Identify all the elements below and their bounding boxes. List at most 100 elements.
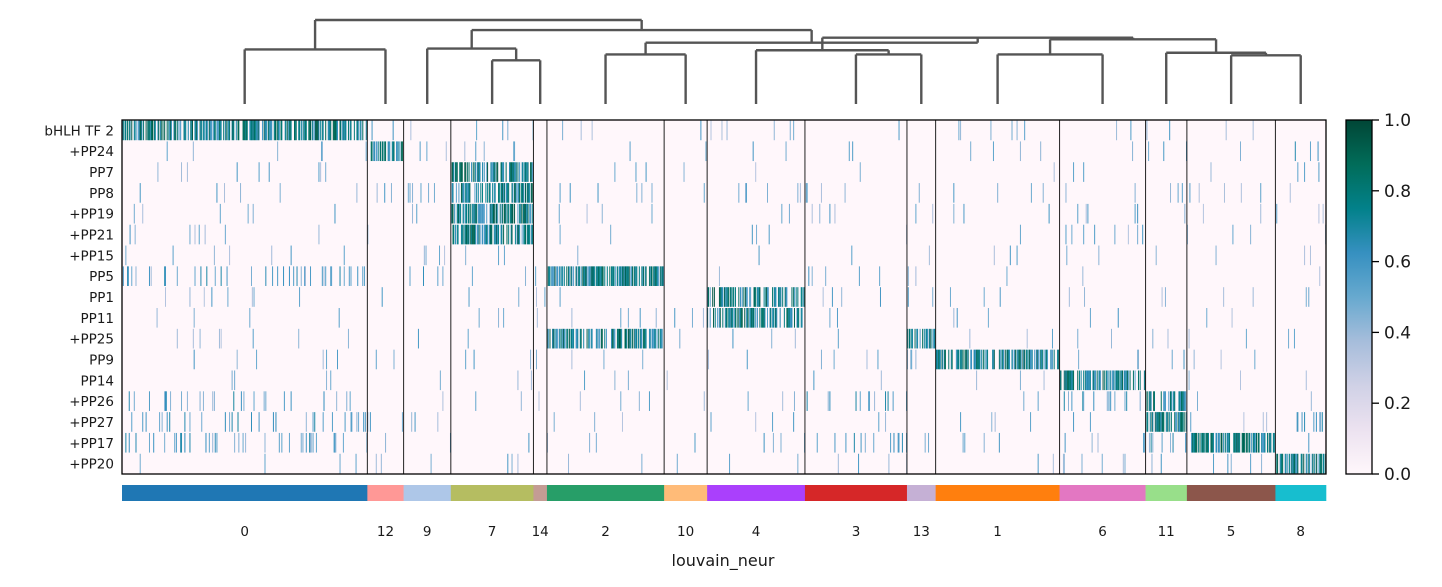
heatmap-cell xyxy=(375,349,377,370)
heatmap-cell xyxy=(1175,412,1177,432)
heatmap-cell xyxy=(467,183,469,203)
heatmap-cell xyxy=(1172,391,1174,411)
heatmap-cell xyxy=(1020,349,1022,370)
heatmap-cell xyxy=(1066,370,1068,391)
heatmap-cell xyxy=(333,120,335,141)
heatmap-cell xyxy=(456,162,458,182)
heatmap-cell xyxy=(648,266,650,286)
heatmap-cell xyxy=(1110,370,1112,391)
heatmap-cell xyxy=(1089,370,1091,391)
heatmap-cell xyxy=(365,120,367,141)
heatmap-cell xyxy=(1201,432,1203,453)
heatmap-cell xyxy=(1068,391,1069,411)
heatmap-cell xyxy=(520,203,522,224)
heatmap-cell xyxy=(217,120,219,141)
heatmap-cell xyxy=(683,162,685,182)
heatmap-cell xyxy=(265,120,267,141)
heatmap-cell xyxy=(976,349,978,370)
heatmap-cell xyxy=(490,203,492,224)
heatmap-cell xyxy=(761,308,763,328)
colorbar: 0.00.20.40.60.81.0 xyxy=(1345,111,1411,485)
heatmap-cell xyxy=(1180,412,1182,432)
heatmap-cell xyxy=(1262,432,1264,453)
heatmap-cell xyxy=(474,183,476,203)
heatmap-cell xyxy=(621,328,623,349)
heatmap-cell xyxy=(1182,412,1184,432)
heatmap-cell xyxy=(457,224,459,245)
heatmap-cell xyxy=(1301,412,1303,432)
heatmap-cell xyxy=(478,308,480,328)
heatmap-cell xyxy=(658,266,660,286)
heatmap-cell xyxy=(1104,370,1106,391)
heatmap-cell xyxy=(633,328,635,349)
heatmap-cell xyxy=(525,162,527,182)
heatmap-cell xyxy=(572,328,574,349)
heatmap-cell xyxy=(594,266,596,286)
heatmap-cell xyxy=(740,287,742,307)
heatmap-cell xyxy=(134,224,136,245)
heatmap-cell xyxy=(855,391,857,411)
heatmap-cell xyxy=(184,432,186,453)
heatmap-cell xyxy=(528,432,530,453)
heatmap-cell xyxy=(1266,412,1268,432)
heatmap-cell xyxy=(547,266,549,286)
heatmap-cell xyxy=(638,266,640,286)
heatmap-cell xyxy=(621,266,623,286)
heatmap-cell xyxy=(718,308,720,328)
heatmap-cell xyxy=(530,349,532,370)
heatmap-cell xyxy=(139,183,141,203)
heatmap-cell xyxy=(318,224,320,245)
heatmap-cell xyxy=(309,432,311,453)
heatmap-cell xyxy=(558,203,560,224)
heatmap-cell xyxy=(1273,432,1275,453)
heatmap-cell xyxy=(498,183,500,203)
heatmap-cell xyxy=(514,162,516,182)
heatmap-cell xyxy=(599,266,601,286)
heatmap-cell xyxy=(728,308,730,328)
heatmap-cell xyxy=(634,266,636,286)
heatmap-cell xyxy=(371,141,373,162)
heatmap-cell xyxy=(294,120,295,141)
heatmap-cell xyxy=(942,349,944,370)
heatmap-cell xyxy=(1242,432,1244,453)
heatmap-cell xyxy=(859,391,861,411)
heatmap-cell xyxy=(224,120,226,141)
heatmap-cell xyxy=(505,183,507,203)
heatmap-cell xyxy=(1087,370,1089,391)
heatmap-cell xyxy=(1252,120,1254,141)
heatmap-cell xyxy=(231,120,233,141)
heatmap-cell xyxy=(258,412,260,432)
heatmap-cell xyxy=(428,183,430,203)
heatmap-cell xyxy=(314,120,316,141)
heatmap-cell xyxy=(381,287,383,307)
heatmap-cell xyxy=(186,391,188,411)
heatmap-cell xyxy=(755,412,757,432)
heatmap-cell xyxy=(1023,349,1025,370)
heatmap-cell xyxy=(343,266,345,286)
heatmap-cell xyxy=(552,266,553,286)
heatmap-cell xyxy=(1189,183,1191,203)
heatmap-cell xyxy=(189,287,191,307)
heatmap-cell xyxy=(745,183,747,203)
heatmap-cell xyxy=(304,266,306,286)
heatmap-cell xyxy=(925,328,927,349)
heatmap-cell xyxy=(799,183,801,203)
heatmap-cell xyxy=(1306,453,1308,474)
heatmap-cell xyxy=(467,224,469,245)
heatmap-cell xyxy=(797,183,799,203)
heatmap-cell xyxy=(525,266,527,286)
heatmap-cell xyxy=(1146,412,1148,432)
heatmap-cell xyxy=(251,120,252,141)
heatmap-cell xyxy=(1246,432,1248,453)
heatmap-cell xyxy=(181,162,183,182)
heatmap-cell xyxy=(834,203,836,224)
heatmap-cell xyxy=(1170,391,1172,411)
heatmap-cell xyxy=(1149,391,1151,411)
heatmap-cell xyxy=(1139,370,1141,391)
heatmap-cell xyxy=(1241,432,1243,453)
heatmap-cell xyxy=(552,328,553,349)
heatmap-cell xyxy=(473,224,475,245)
heatmap-cell xyxy=(939,349,940,370)
heatmap-cell xyxy=(1151,453,1153,474)
heatmap-cell xyxy=(624,266,626,286)
